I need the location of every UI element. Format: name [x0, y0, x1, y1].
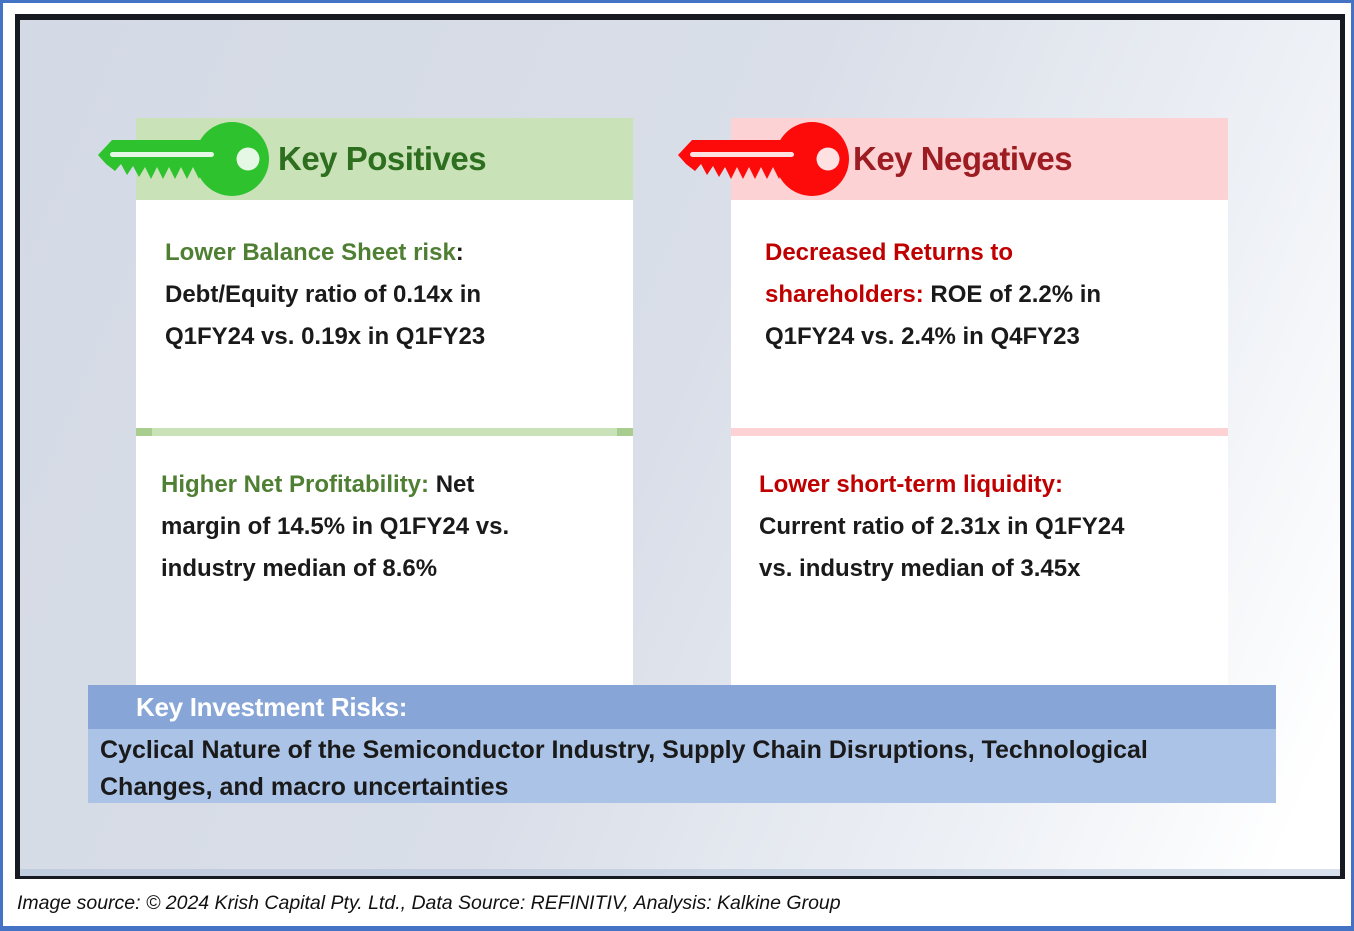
text-segment: Net [429, 471, 475, 498]
text-segment: vs. industry median of 3.45x [759, 555, 1081, 582]
text-segment: Decreased Returns to [765, 239, 1014, 266]
positive-item-balance-sheet: Lower Balance Sheet risk: Debt/Equity rat… [136, 200, 633, 358]
negatives-card: Decreased Returns to shareholders: ROE of… [731, 200, 1228, 685]
text-segment: Higher Net Profitability: [161, 471, 430, 498]
risks-line-1: Cyclical Nature of the Semiconductor Ind… [100, 736, 1148, 764]
text-segment: Lower short-term liquidity: [759, 471, 1064, 498]
risks-body-band: Cyclical Nature of the Semiconductor Ind… [88, 729, 1276, 803]
text-segment: : [455, 239, 464, 266]
footer-source-line: Image source: © 2024 Krish Capital Pty. … [17, 892, 841, 914]
negatives-divider [731, 428, 1228, 436]
text-segment: ROE of 2.2% in [923, 281, 1102, 308]
positives-card: Lower Balance Sheet risk: Debt/Equity rat… [136, 200, 633, 685]
green-key-icon [98, 122, 269, 196]
text-segment: shareholders: [765, 281, 924, 308]
red-key-icon [678, 122, 849, 196]
risks-line-2: Changes, and macro uncertainties [100, 773, 509, 801]
positives-divider [136, 428, 633, 436]
negative-item-liquidity: Lower short-term liquidity: Current ratio… [731, 440, 1228, 590]
positives-title: Key Positives [278, 140, 487, 177]
negative-item-returns: Decreased Returns to shareholders: ROE of… [731, 200, 1228, 358]
content-frame: Key Positives Lower Balance Sheet risk: D… [15, 14, 1345, 879]
text-segment: industry median of 8.6% [161, 555, 438, 582]
text-segment: margin of 14.5% in Q1FY24 vs. [161, 513, 510, 540]
positive-item-profitability: Higher Net Profitability: Net margin of 1… [136, 440, 633, 590]
text-segment: Current ratio of 2.31x in Q1FY24 [759, 513, 1125, 540]
risks-title: Key Investment Risks: [136, 692, 408, 722]
negatives-header-band: Key Negatives [678, 118, 1228, 200]
risks-header-band: Key Investment Risks: [88, 685, 1276, 729]
positives-header-band: Key Positives [98, 118, 633, 200]
text-segment: Q1FY24 vs. 2.4% in Q4FY23 [765, 323, 1080, 350]
negatives-title: Key Negatives [853, 140, 1073, 177]
text-segment: Q1FY24 vs. 0.19x in Q1FY23 [165, 323, 486, 350]
text-segment: Lower Balance Sheet risk [165, 239, 456, 266]
text-segment: Debt/Equity ratio of 0.14x in [165, 281, 482, 308]
